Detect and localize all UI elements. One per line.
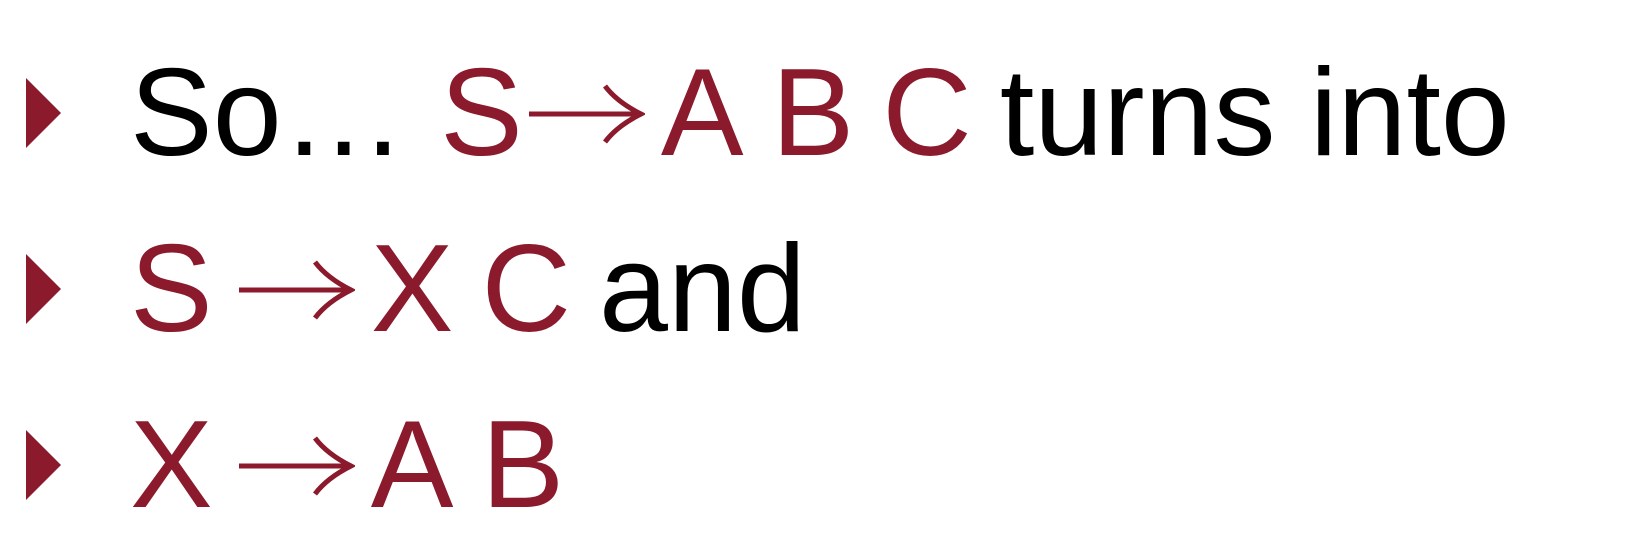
right-arrow-icon [237,436,355,496]
rule-rhs-symbol: A [660,44,744,182]
rule-rhs-symbol: C [481,220,571,358]
triangle-right-icon [26,78,61,148]
rule-lhs: S [440,44,523,182]
tail-text: and [599,220,806,358]
rule-rhs-symbol: C [882,44,972,182]
rule-lhs: S [130,220,213,358]
right-arrow-icon [237,260,355,320]
rule-lhs: X [130,396,213,534]
triangle-right-icon [26,430,61,500]
tail-text: turns into [999,44,1510,182]
rule-rhs-symbol: B [771,44,855,182]
lead-text: So… [130,44,441,182]
right-arrow-icon [527,84,645,144]
rule-rhs-symbol: A [370,396,454,534]
triangle-right-icon [26,254,61,324]
rule-rhs-symbol: B [481,396,565,534]
rule-rhs-symbol: X [370,220,454,358]
